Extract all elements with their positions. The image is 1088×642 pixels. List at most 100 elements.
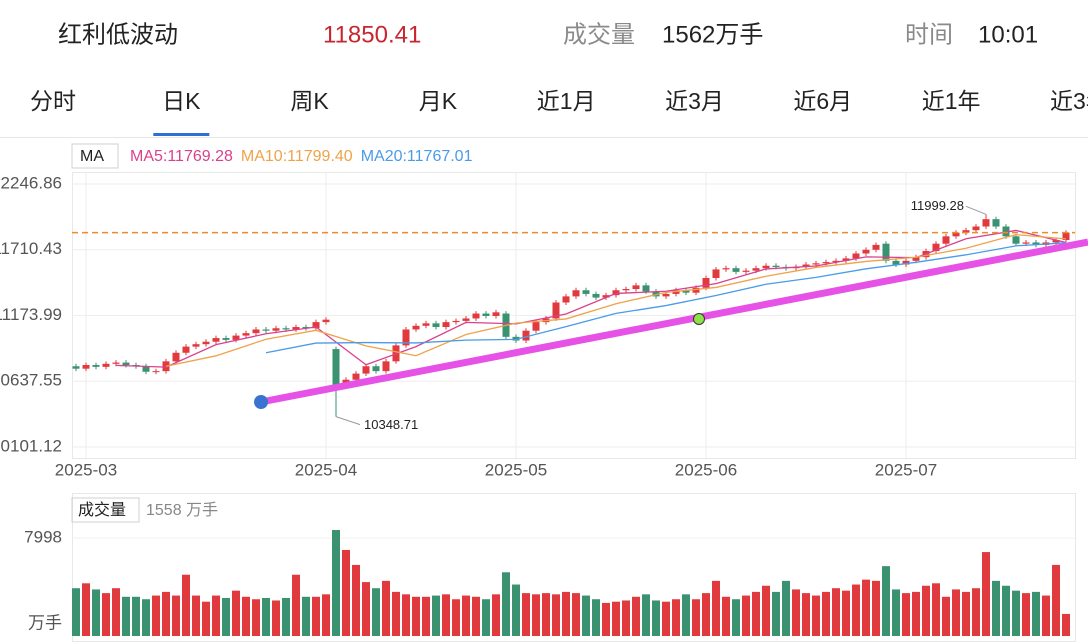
candle-body — [592, 293, 600, 298]
volume-bar — [252, 599, 260, 636]
volume-bar — [412, 596, 420, 636]
volume-bar — [162, 591, 170, 636]
volume-bar — [952, 589, 960, 636]
index-price: 11850.41 — [323, 21, 421, 48]
candle-body — [692, 287, 700, 293]
volume-bar — [892, 589, 900, 636]
volume-bar — [852, 584, 860, 636]
tab[interactable]: 近3月 — [665, 88, 724, 114]
max-label: 11999.28 — [911, 198, 964, 213]
candle-body — [262, 329, 270, 331]
candle-body — [452, 320, 460, 323]
volume-bar — [482, 599, 490, 636]
candle-body — [82, 365, 90, 369]
volume-bar — [502, 572, 510, 636]
volume-bar — [842, 590, 850, 636]
candle-body — [682, 290, 690, 293]
volume-bar — [82, 583, 90, 636]
volume-bar — [212, 595, 220, 636]
volume-bar — [432, 595, 440, 636]
volume-bar — [752, 591, 760, 636]
tab[interactable]: 近1月 — [537, 88, 596, 114]
volume-bar — [912, 591, 920, 636]
time-label: 时间 — [905, 21, 953, 48]
candle-body — [302, 327, 310, 329]
volume-bar — [332, 530, 340, 636]
candle-body — [652, 291, 660, 297]
time-value: 10:01 — [978, 21, 1038, 48]
tab[interactable]: 近1年 — [922, 88, 981, 114]
candle-body — [122, 362, 130, 366]
candle-body — [442, 322, 450, 328]
candle-body — [572, 290, 580, 297]
ma-line — [265, 242, 1067, 354]
candle-body — [862, 249, 870, 254]
volume-bar — [372, 588, 380, 636]
volume-bar — [562, 591, 570, 636]
volume-bar — [932, 583, 940, 636]
candle-body — [662, 293, 670, 297]
candle-body — [722, 268, 730, 270]
volume-bar — [282, 598, 290, 636]
candle-body — [272, 328, 280, 331]
candle-body — [942, 236, 950, 244]
candle-body — [462, 318, 470, 321]
volume-bar — [982, 552, 990, 636]
candle-body — [872, 244, 880, 250]
tab[interactable]: 日K — [162, 88, 201, 114]
volume-bar — [1052, 564, 1060, 636]
volume-bar — [102, 593, 110, 636]
volume-subtitle: 1558 万手 — [146, 501, 218, 519]
y-tick-label: 11173.99 — [0, 305, 62, 324]
candle-body — [222, 338, 230, 340]
candle-body — [802, 264, 810, 267]
candle-body — [422, 323, 430, 326]
candle-body — [602, 295, 610, 298]
candle-body — [1022, 242, 1030, 244]
volume-bar — [902, 593, 910, 636]
candle-body — [772, 265, 780, 267]
volume-bar — [472, 596, 480, 636]
y-tick-label: 11710.43 — [0, 239, 62, 258]
volume-bar — [452, 599, 460, 636]
volume-bar — [402, 594, 410, 636]
tab[interactable]: 周K — [290, 88, 329, 114]
tab[interactable]: 分时 — [30, 88, 76, 114]
candle-body — [322, 319, 330, 323]
candle-body — [232, 335, 240, 340]
volume-bar — [232, 590, 240, 636]
min-leader — [335, 416, 361, 426]
volume-bar — [152, 595, 160, 636]
volume-bar — [832, 588, 840, 636]
legend-entry: MA20:11767.01 — [361, 148, 473, 165]
active-tab-indicator — [153, 133, 210, 136]
volume-bar — [192, 595, 200, 636]
volume-bar — [992, 580, 1000, 636]
trend-start-handle[interactable] — [254, 395, 268, 409]
candle-body — [902, 260, 910, 265]
tab[interactable]: 近3年 — [1050, 88, 1088, 114]
candle-body — [762, 265, 770, 269]
candle-body — [912, 257, 920, 261]
tab[interactable]: 月K — [419, 88, 458, 114]
volume-unit: 万手 — [28, 613, 62, 632]
volume-value: 1562万手 — [662, 21, 763, 48]
tab[interactable]: 近6月 — [793, 88, 852, 114]
volume-bar — [342, 549, 350, 636]
y-tick-label: 10101.12 — [0, 436, 62, 455]
candle-body — [642, 285, 650, 292]
ma-line — [115, 229, 1067, 368]
volume-bar — [222, 598, 230, 636]
volume-label: 成交量 — [563, 21, 635, 48]
volume-bar — [362, 582, 370, 636]
legend-entry: MA10:11799.40 — [241, 148, 353, 165]
volume-bar — [612, 601, 620, 636]
candle-body — [72, 366, 80, 369]
volume-bar — [142, 599, 150, 636]
candle-body — [1002, 226, 1010, 237]
trend-mid-handle[interactable] — [693, 313, 705, 325]
volume-bar — [542, 593, 550, 636]
volume-bar — [822, 591, 830, 636]
volume-bar — [862, 579, 870, 636]
